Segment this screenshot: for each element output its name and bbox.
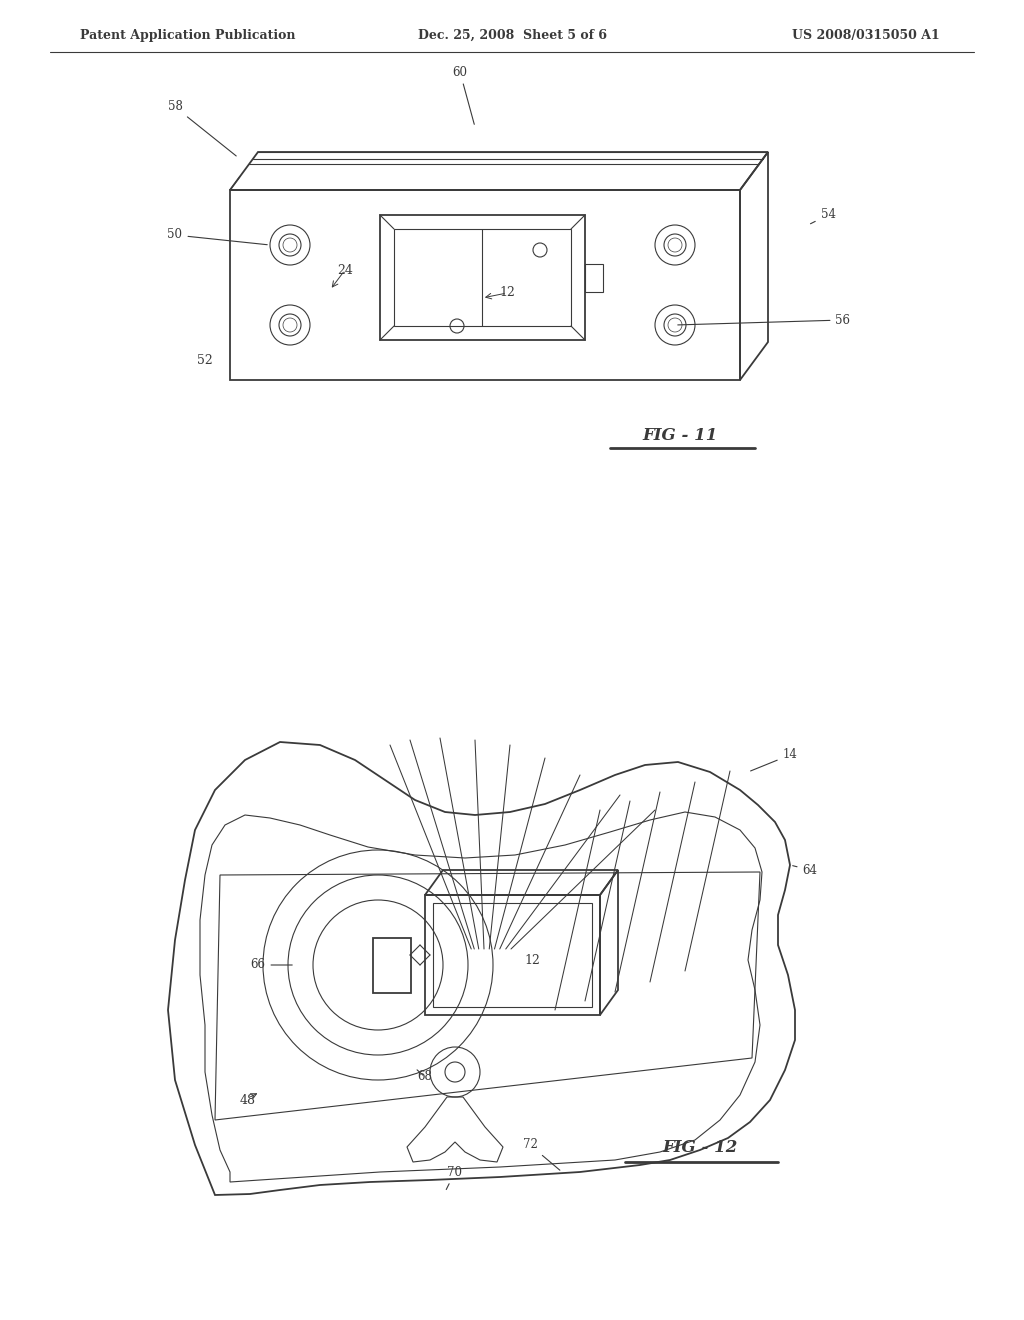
Text: 54: 54: [810, 209, 836, 224]
Text: 58: 58: [168, 100, 237, 156]
Text: 12: 12: [499, 286, 515, 300]
Text: 68: 68: [417, 1069, 432, 1084]
Text: FIG - 12: FIG - 12: [663, 1139, 737, 1156]
Text: Patent Application Publication: Patent Application Publication: [80, 29, 296, 41]
Text: US 2008/0315050 A1: US 2008/0315050 A1: [793, 29, 940, 41]
Text: 60: 60: [453, 66, 474, 124]
Text: 48: 48: [240, 1093, 256, 1106]
Text: Dec. 25, 2008  Sheet 5 of 6: Dec. 25, 2008 Sheet 5 of 6: [418, 29, 606, 41]
Text: 70: 70: [446, 1166, 463, 1189]
Text: 56: 56: [678, 314, 851, 326]
Text: 64: 64: [793, 863, 817, 876]
Text: FIG - 11: FIG - 11: [642, 426, 718, 444]
Text: 72: 72: [522, 1138, 560, 1171]
Text: 14: 14: [751, 748, 798, 771]
Text: 12: 12: [524, 953, 540, 966]
Text: 24: 24: [337, 264, 353, 276]
Text: 50: 50: [168, 228, 267, 244]
Text: 52: 52: [198, 354, 213, 367]
Text: 66: 66: [251, 958, 292, 972]
